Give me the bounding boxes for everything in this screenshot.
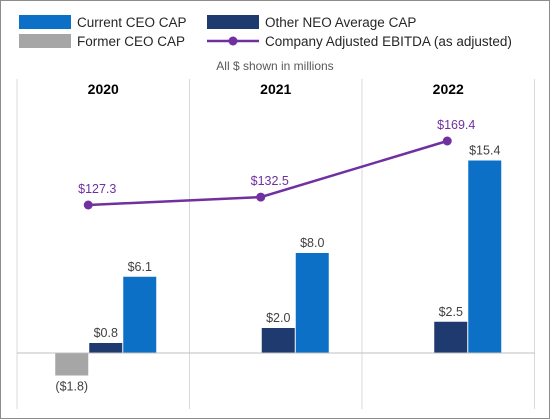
legend-swatch-former-ceo-cap <box>19 34 71 48</box>
panel-dividers <box>16 79 535 409</box>
year-label-2021: 2021 <box>260 81 291 97</box>
ebitda-point-2022 <box>442 136 452 146</box>
legend-label-former-ceo-cap: Former CEO CAP <box>77 34 185 49</box>
bar-labels: ($1.8) $0.8 $2.0 $2.5 $6.1 $8.0 $15.4 <box>55 144 500 394</box>
legend-swatch-current-ceo-cap <box>19 15 71 29</box>
legend: Current CEO CAP Other NEO Average CAP Form… <box>19 15 512 49</box>
bar-label-other-neo-average-cap-2022: $2.5 <box>439 305 463 319</box>
bar-other-neo-average-cap-2021 <box>261 328 295 353</box>
bar-other-neo-average-cap-2022 <box>434 321 468 353</box>
legend-marker-company-adjusted-ebitda-as-adjusted <box>228 36 238 46</box>
year-label-2022: 2022 <box>433 81 464 97</box>
legend-label-company-adjusted-ebitda-as-adjusted: Company Adjusted EBITDA (as adjusted) <box>265 34 512 49</box>
chart-subtitle: All $ shown in millions <box>216 59 333 73</box>
bar-label-other-neo-average-cap-2021: $2.0 <box>266 311 290 325</box>
ebitda-label-2022: $169.4 <box>437 118 475 132</box>
ebitda-label-2020: $127.3 <box>78 182 116 196</box>
bar-label-current-ceo-cap-2022: $15.4 <box>469 144 500 158</box>
bar-current-ceo-cap-2022 <box>468 160 502 353</box>
bar-label-current-ceo-cap-2020: $6.1 <box>128 260 152 274</box>
bar-current-ceo-cap-2020 <box>123 276 157 353</box>
ebitda-label-2021: $132.5 <box>251 174 289 188</box>
legend-label-other-neo-average-cap: Other NEO Average CAP <box>265 15 416 30</box>
ebitda-line-group: $127.3 $132.5 $169.4 <box>78 118 475 210</box>
bar-label-current-ceo-cap-2021: $8.0 <box>300 236 324 250</box>
ebitda-point-2020 <box>83 200 93 210</box>
bars <box>55 160 502 376</box>
legend-swatch-other-neo-average-cap <box>207 15 259 29</box>
year-label-2020: 2020 <box>88 81 119 97</box>
bar-former-ceo-cap-2020 <box>55 353 89 376</box>
year-labels: 2020 2021 2022 <box>88 81 464 97</box>
bar-label-former-ceo-cap-2020: ($1.8) <box>55 380 88 394</box>
legend-label-current-ceo-cap: Current CEO CAP <box>77 15 187 30</box>
bar-other-neo-average-cap-2020 <box>89 343 123 353</box>
bar-current-ceo-cap-2021 <box>295 253 329 353</box>
bar-label-other-neo-average-cap-2020: $0.8 <box>94 326 118 340</box>
ebitda-point-2021 <box>256 192 266 202</box>
ebitda-line <box>88 139 448 207</box>
